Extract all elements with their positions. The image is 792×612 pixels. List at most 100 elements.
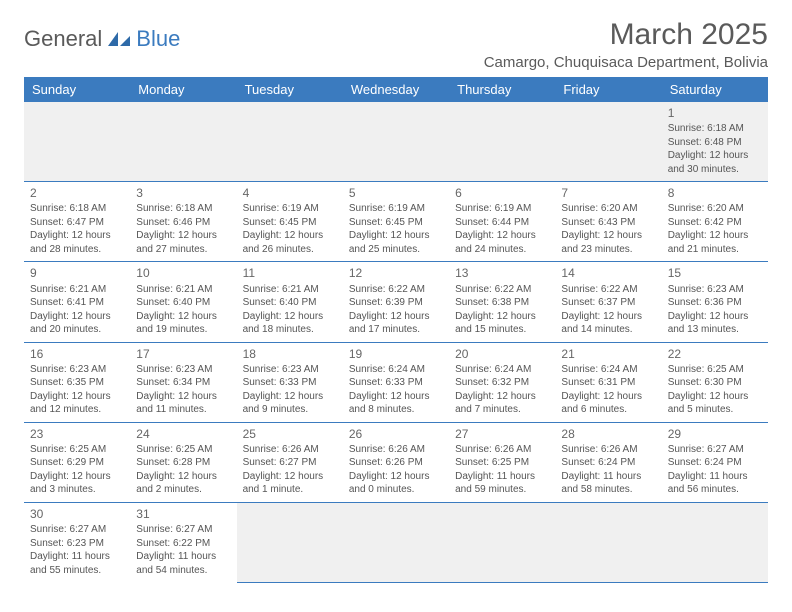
- sunrise-text: Sunrise: 6:18 AM: [30, 202, 124, 216]
- sunrise-text: Sunrise: 6:27 AM: [668, 443, 762, 457]
- calendar-day-cell: 23Sunrise: 6:25 AMSunset: 6:29 PMDayligh…: [24, 422, 130, 502]
- calendar-day-cell: 28Sunrise: 6:26 AMSunset: 6:24 PMDayligh…: [555, 422, 661, 502]
- daylight-text: Daylight: 12 hours and 12 minutes.: [30, 390, 124, 417]
- sunrise-text: Sunrise: 6:19 AM: [243, 202, 337, 216]
- day-number: 18: [243, 346, 337, 362]
- brand-text-2: Blue: [136, 26, 180, 52]
- calendar-day-cell: [24, 102, 130, 182]
- brand-sail-icon: [106, 30, 132, 48]
- sunrise-text: Sunrise: 6:26 AM: [349, 443, 443, 457]
- calendar-week-row: 1Sunrise: 6:18 AMSunset: 6:48 PMDaylight…: [24, 102, 768, 182]
- day-number: 1: [668, 105, 762, 121]
- calendar-day-cell: [449, 502, 555, 582]
- sunrise-text: Sunrise: 6:26 AM: [243, 443, 337, 457]
- day-number: 23: [30, 426, 124, 442]
- calendar-day-cell: 16Sunrise: 6:23 AMSunset: 6:35 PMDayligh…: [24, 342, 130, 422]
- sunset-text: Sunset: 6:42 PM: [668, 216, 762, 230]
- daylight-text: Daylight: 12 hours and 0 minutes.: [349, 470, 443, 497]
- calendar-day-cell: [555, 502, 661, 582]
- calendar-day-cell: 19Sunrise: 6:24 AMSunset: 6:33 PMDayligh…: [343, 342, 449, 422]
- sunrise-text: Sunrise: 6:19 AM: [455, 202, 549, 216]
- sunrise-text: Sunrise: 6:22 AM: [349, 283, 443, 297]
- calendar-day-cell: [343, 102, 449, 182]
- daylight-text: Daylight: 12 hours and 18 minutes.: [243, 310, 337, 337]
- calendar-day-cell: [237, 102, 343, 182]
- calendar-day-cell: 26Sunrise: 6:26 AMSunset: 6:26 PMDayligh…: [343, 422, 449, 502]
- calendar-day-cell: 9Sunrise: 6:21 AMSunset: 6:41 PMDaylight…: [24, 262, 130, 342]
- calendar-day-cell: 11Sunrise: 6:21 AMSunset: 6:40 PMDayligh…: [237, 262, 343, 342]
- sunset-text: Sunset: 6:45 PM: [243, 216, 337, 230]
- day-number: 15: [668, 265, 762, 281]
- sunset-text: Sunset: 6:46 PM: [136, 216, 230, 230]
- sunset-text: Sunset: 6:34 PM: [136, 376, 230, 390]
- calendar-day-cell: [130, 102, 236, 182]
- calendar-day-cell: [343, 502, 449, 582]
- calendar-day-cell: 14Sunrise: 6:22 AMSunset: 6:37 PMDayligh…: [555, 262, 661, 342]
- calendar-day-cell: 12Sunrise: 6:22 AMSunset: 6:39 PMDayligh…: [343, 262, 449, 342]
- calendar-day-cell: 8Sunrise: 6:20 AMSunset: 6:42 PMDaylight…: [662, 182, 768, 262]
- calendar-day-cell: 13Sunrise: 6:22 AMSunset: 6:38 PMDayligh…: [449, 262, 555, 342]
- calendar-week-row: 9Sunrise: 6:21 AMSunset: 6:41 PMDaylight…: [24, 262, 768, 342]
- daylight-text: Daylight: 11 hours and 55 minutes.: [30, 550, 124, 577]
- day-number: 24: [136, 426, 230, 442]
- sunset-text: Sunset: 6:33 PM: [243, 376, 337, 390]
- day-header: Wednesday: [343, 77, 449, 102]
- sunset-text: Sunset: 6:39 PM: [349, 296, 443, 310]
- daylight-text: Daylight: 12 hours and 3 minutes.: [30, 470, 124, 497]
- sunrise-text: Sunrise: 6:18 AM: [136, 202, 230, 216]
- calendar-day-cell: 27Sunrise: 6:26 AMSunset: 6:25 PMDayligh…: [449, 422, 555, 502]
- daylight-text: Daylight: 12 hours and 26 minutes.: [243, 229, 337, 256]
- sunrise-text: Sunrise: 6:25 AM: [668, 363, 762, 377]
- sunset-text: Sunset: 6:37 PM: [561, 296, 655, 310]
- day-header: Thursday: [449, 77, 555, 102]
- calendar-day-cell: 5Sunrise: 6:19 AMSunset: 6:45 PMDaylight…: [343, 182, 449, 262]
- sunset-text: Sunset: 6:23 PM: [30, 537, 124, 551]
- calendar-day-cell: [449, 102, 555, 182]
- calendar-day-cell: [237, 502, 343, 582]
- sunrise-text: Sunrise: 6:25 AM: [136, 443, 230, 457]
- daylight-text: Daylight: 12 hours and 5 minutes.: [668, 390, 762, 417]
- calendar-day-cell: 25Sunrise: 6:26 AMSunset: 6:27 PMDayligh…: [237, 422, 343, 502]
- sunrise-text: Sunrise: 6:25 AM: [30, 443, 124, 457]
- sunset-text: Sunset: 6:40 PM: [136, 296, 230, 310]
- sunrise-text: Sunrise: 6:27 AM: [136, 523, 230, 537]
- day-number: 16: [30, 346, 124, 362]
- day-number: 21: [561, 346, 655, 362]
- sunrise-text: Sunrise: 6:26 AM: [561, 443, 655, 457]
- sunset-text: Sunset: 6:29 PM: [30, 456, 124, 470]
- sunrise-text: Sunrise: 6:22 AM: [561, 283, 655, 297]
- location-subtitle: Camargo, Chuquisaca Department, Bolivia: [484, 54, 768, 71]
- sunset-text: Sunset: 6:43 PM: [561, 216, 655, 230]
- sunrise-text: Sunrise: 6:18 AM: [668, 122, 762, 136]
- daylight-text: Daylight: 12 hours and 25 minutes.: [349, 229, 443, 256]
- calendar-week-row: 2Sunrise: 6:18 AMSunset: 6:47 PMDaylight…: [24, 182, 768, 262]
- sunrise-text: Sunrise: 6:24 AM: [349, 363, 443, 377]
- sunset-text: Sunset: 6:45 PM: [349, 216, 443, 230]
- day-header-row: Sunday Monday Tuesday Wednesday Thursday…: [24, 77, 768, 102]
- sunrise-text: Sunrise: 6:21 AM: [243, 283, 337, 297]
- page-header: General Blue March 2025 Camargo, Chuquis…: [24, 18, 768, 71]
- sunset-text: Sunset: 6:35 PM: [30, 376, 124, 390]
- day-number: 22: [668, 346, 762, 362]
- calendar-week-row: 16Sunrise: 6:23 AMSunset: 6:35 PMDayligh…: [24, 342, 768, 422]
- sunrise-text: Sunrise: 6:19 AM: [349, 202, 443, 216]
- day-number: 11: [243, 265, 337, 281]
- month-title: March 2025: [484, 18, 768, 52]
- calendar-day-cell: 4Sunrise: 6:19 AMSunset: 6:45 PMDaylight…: [237, 182, 343, 262]
- calendar-day-cell: 30Sunrise: 6:27 AMSunset: 6:23 PMDayligh…: [24, 502, 130, 582]
- sunset-text: Sunset: 6:47 PM: [30, 216, 124, 230]
- day-number: 28: [561, 426, 655, 442]
- sunrise-text: Sunrise: 6:24 AM: [561, 363, 655, 377]
- daylight-text: Daylight: 12 hours and 30 minutes.: [668, 149, 762, 176]
- sunset-text: Sunset: 6:25 PM: [455, 456, 549, 470]
- day-number: 13: [455, 265, 549, 281]
- daylight-text: Daylight: 12 hours and 9 minutes.: [243, 390, 337, 417]
- daylight-text: Daylight: 12 hours and 6 minutes.: [561, 390, 655, 417]
- brand-logo: General Blue: [24, 26, 180, 52]
- day-number: 2: [30, 185, 124, 201]
- daylight-text: Daylight: 12 hours and 8 minutes.: [349, 390, 443, 417]
- day-number: 9: [30, 265, 124, 281]
- sunrise-text: Sunrise: 6:20 AM: [561, 202, 655, 216]
- sunset-text: Sunset: 6:26 PM: [349, 456, 443, 470]
- day-number: 19: [349, 346, 443, 362]
